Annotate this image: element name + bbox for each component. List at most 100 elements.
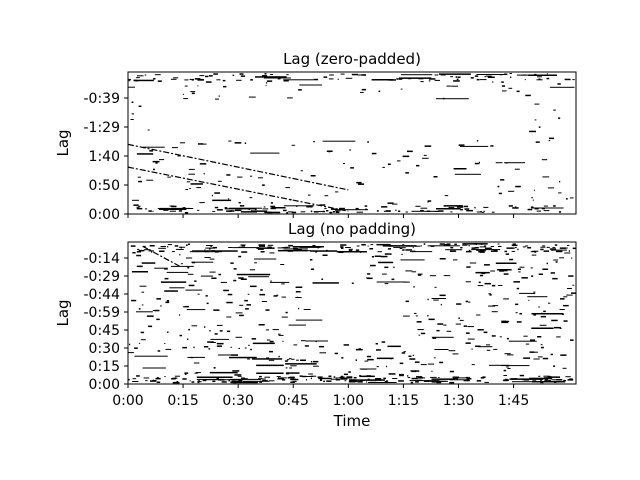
recurrence-mark [244,299,248,302]
recurrence-mark [216,79,221,81]
recurrence-mark [269,281,290,283]
recurrence-mark [402,249,405,251]
recurrence-mark [131,299,137,302]
recurrence-mark [212,199,232,202]
recurrence-mark [241,251,248,253]
recurrence-mark [534,251,537,253]
recurrence-mark [174,375,180,377]
top-x-ticks [127,214,515,218]
recurrence-mark [338,251,344,253]
recurrence-mark [384,253,392,255]
recurrence-mark [228,379,230,382]
recurrence-mark [266,357,270,359]
recurrence-mark [244,347,247,349]
recurrence-mark [446,330,452,332]
recurrence-mark [248,96,256,98]
recurrence-mark [147,129,150,131]
recurrence-mark [434,74,439,76]
recurrence-mark [329,74,334,76]
recurrence-mark [455,76,458,78]
recurrence-mark [205,75,209,78]
recurrence-mark [503,375,508,376]
recurrence-mark [240,278,247,280]
recurrence-mark [529,351,535,353]
recurrence-mark [484,247,492,250]
recurrence-mark [495,262,517,264]
recurrence-mark [204,326,206,328]
recurrence-mark [144,208,148,210]
recurrence-mark [250,175,253,177]
recurrence-mark [540,344,543,346]
recurrence-mark [187,267,190,269]
top-ylabel: Lag [54,129,72,156]
recurrence-mark [405,300,409,303]
recurrence-mark [471,249,501,251]
recurrence-mark [423,154,427,156]
recurrence-mark [250,79,253,81]
recurrence-mark [156,381,161,383]
recurrence-mark [136,153,154,155]
bottom-panel: Lag (no padding) 0:00 0:15 0:30 0:45 -0:59 -0… [54,220,577,430]
recurrence-mark [173,77,179,79]
recurrence-mark [467,326,475,328]
recurrence-mark [564,78,571,81]
recurrence-mark [388,373,396,375]
recurrence-mark [312,245,316,247]
recurrence-mark [310,250,338,252]
recurrence-mark [182,346,187,349]
recurrence-mark [285,372,300,374]
recurrence-mark [326,210,329,212]
recurrence-mark [223,85,227,88]
recurrence-mark [249,197,253,199]
recurrence-mark [525,94,531,97]
recurrence-mark [305,379,307,381]
recurrence-mark [351,282,354,284]
recurrence-mark [319,352,327,354]
recurrence-mark [505,378,508,380]
recurrence-mark [232,247,260,249]
recurrence-mark [238,201,241,204]
recurrence-mark [136,254,142,257]
recurrence-mark [167,331,169,333]
recurrence-mark [478,281,481,284]
diagonal-band [142,245,180,267]
recurrence-mark [439,294,446,297]
recurrence-mark [475,271,490,274]
recurrence-mark [401,352,406,354]
recurrence-mark [429,275,436,277]
recurrence-mark [284,246,291,248]
recurrence-mark [547,187,555,189]
recurrence-mark [203,172,205,175]
recurrence-mark [375,343,378,345]
recurrence-mark [171,378,176,380]
recurrence-mark [145,380,147,382]
recurrence-mark [202,379,207,382]
recurrence-mark [299,375,303,377]
recurrence-mark [423,243,426,245]
recurrence-mark [466,250,472,253]
recurrence-mark [551,379,557,381]
recurrence-mark [187,356,205,358]
recurrence-mark [199,202,205,204]
recurrence-mark [416,376,423,378]
recurrence-mark [184,79,189,81]
recurrence-mark [281,283,285,285]
recurrence-mark [250,210,268,212]
diagonal-band [127,143,349,191]
recurrence-mark [130,119,134,120]
recurrence-mark [195,372,201,374]
recurrence-mark [448,350,456,352]
recurrence-mark [133,79,154,82]
recurrence-mark [554,326,561,329]
recurrence-mark [248,344,250,346]
recurrence-mark [204,249,206,251]
recurrence-mark [190,357,194,359]
bottom-x-ticks: 0:00 0:15 0:30 0:45 1:00 1:15 1:30 1:45 [112,384,529,409]
recurrence-mark [229,378,261,380]
recurrence-mark [278,376,280,379]
recurrence-mark [197,209,200,211]
recurrence-mark [269,340,274,343]
recurrence-mark [527,247,532,249]
recurrence-mark [156,318,160,321]
recurrence-mark [420,364,427,366]
